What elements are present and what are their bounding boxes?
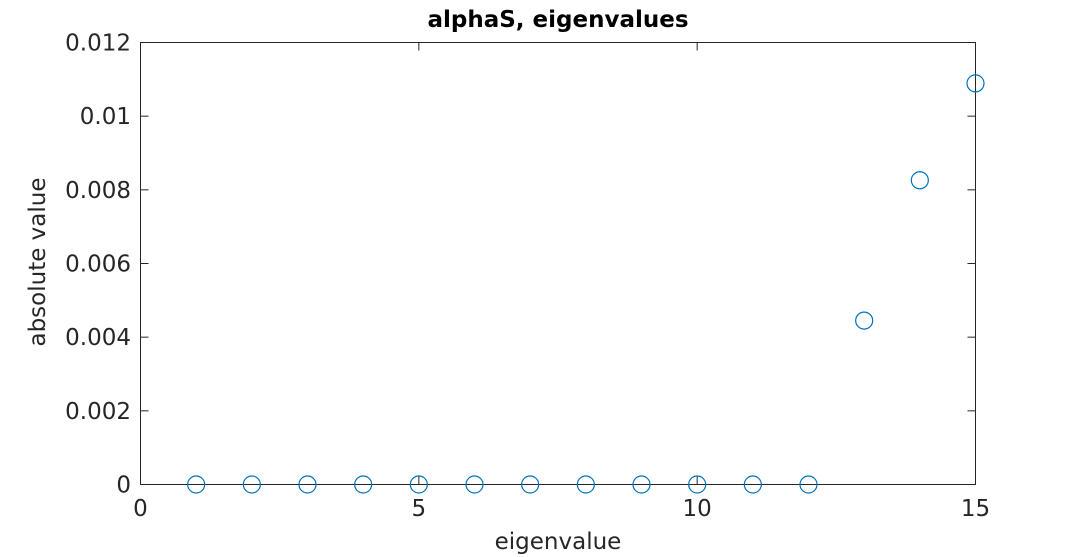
- y-tick-label: 0.008: [65, 178, 131, 204]
- y-tick-label: 0.002: [65, 399, 131, 425]
- chart-title: alphaS, eigenvalues: [427, 7, 688, 33]
- data-point: [632, 475, 651, 494]
- data-point: [242, 475, 261, 494]
- data-point: [910, 171, 929, 190]
- data-point: [576, 475, 595, 494]
- x-tick-label: 5: [412, 496, 427, 522]
- data-point: [521, 475, 540, 494]
- x-tick-label: 10: [683, 496, 712, 522]
- data-point: [966, 74, 985, 93]
- data-point: [688, 475, 707, 494]
- x-tick-label: 0: [133, 496, 148, 522]
- y-tick-label: 0.004: [65, 325, 131, 351]
- data-point: [298, 475, 317, 494]
- data-point: [187, 475, 206, 494]
- data-point: [465, 475, 484, 494]
- x-axis-ticks: 0 5 10 15: [133, 42, 990, 522]
- data-point: [354, 475, 373, 494]
- data-point: [409, 475, 428, 494]
- x-axis-label: eigenvalue: [495, 529, 622, 555]
- y-tick-label: 0.012: [65, 31, 131, 57]
- x-tick-label: 15: [961, 496, 990, 522]
- data-point: [743, 475, 762, 494]
- plot-area-box: [140, 42, 976, 485]
- y-tick-label: 0.01: [80, 104, 131, 130]
- data-markers: [187, 74, 985, 494]
- y-axis-ticks: 0 0.002 0.004 0.006 0.008 0.01 0.012: [65, 31, 976, 499]
- y-tick-label: 0.006: [65, 252, 131, 278]
- y-tick-label: 0: [116, 473, 131, 499]
- data-point: [855, 311, 874, 330]
- y-axis-label: absolute value: [25, 177, 51, 346]
- data-point: [799, 475, 818, 494]
